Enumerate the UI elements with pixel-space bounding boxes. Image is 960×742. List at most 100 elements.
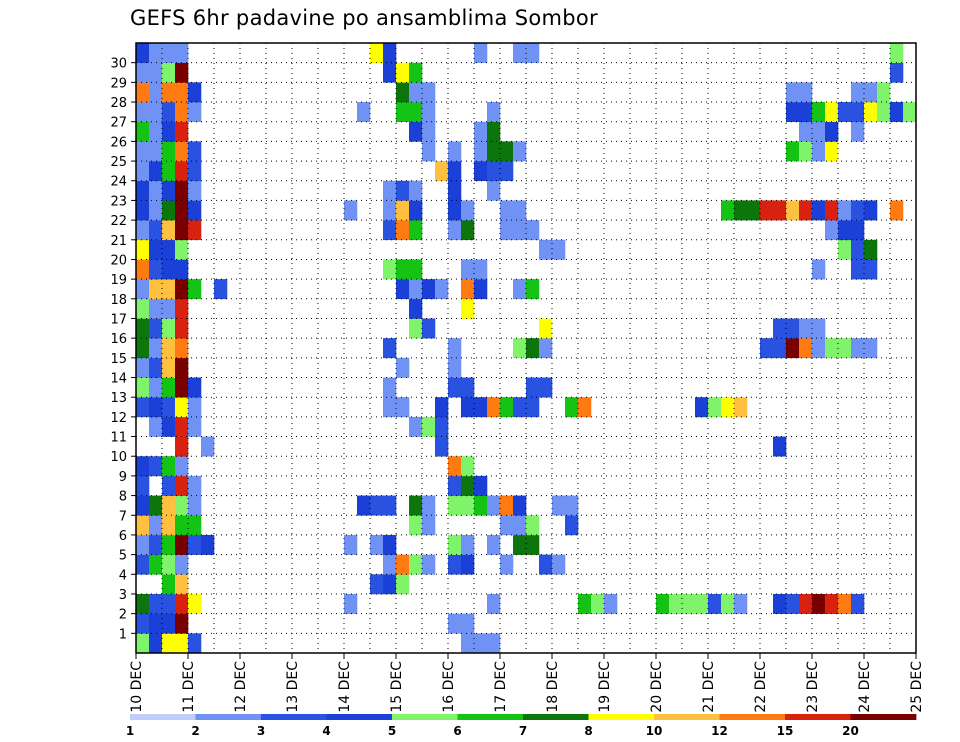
heatmap-cell: [734, 397, 748, 418]
heatmap-cell: [786, 82, 800, 103]
heatmap-cell: [175, 416, 189, 437]
heatmap-cell: [136, 200, 150, 221]
heatmap-cell: [136, 62, 150, 83]
heatmap-cell: [448, 357, 462, 378]
heatmap-cell: [812, 318, 826, 339]
heatmap-cell: [162, 593, 176, 614]
colorbar-segment: [130, 714, 196, 720]
heatmap-cell: [409, 298, 423, 319]
colorbar-label: 10: [646, 724, 663, 738]
heatmap-cell: [474, 495, 488, 516]
heatmap-cell: [162, 338, 176, 359]
x-tick-label: 20 DEC: [649, 661, 665, 713]
colorbar-label: 1: [126, 724, 134, 738]
heatmap-cell: [383, 554, 397, 575]
heatmap-cell: [760, 200, 774, 221]
heatmap-cell: [149, 239, 163, 260]
heatmap-cell: [721, 397, 735, 418]
y-tick-label: 11: [110, 431, 127, 446]
heatmap-cell: [552, 239, 566, 260]
heatmap-cell: [812, 141, 826, 162]
heatmap-cell: [175, 554, 189, 575]
heatmap-cell: [500, 200, 514, 221]
y-tick-label: 28: [110, 96, 127, 111]
y-tick-label: 16: [110, 332, 127, 347]
heatmap-cell: [513, 43, 527, 63]
colorbar-label: 5: [388, 724, 396, 738]
heatmap-cell: [175, 534, 189, 555]
heatmap-cell: [851, 82, 865, 103]
colorbar-segment: [457, 714, 524, 720]
heatmap-cell: [162, 82, 176, 103]
heatmap-cell: [188, 279, 202, 300]
heatmap-cell: [435, 416, 449, 437]
heatmap-cell: [175, 338, 189, 359]
heatmap-cell: [175, 82, 189, 103]
heatmap-cell: [396, 180, 410, 201]
heatmap-cell: [422, 515, 436, 536]
heatmap-cell: [487, 495, 501, 516]
colorbar-label: 3: [257, 724, 265, 738]
heatmap-cell: [500, 515, 514, 536]
heatmap-cell: [175, 515, 189, 536]
heatmap-cell: [435, 279, 449, 300]
heatmap-cell: [175, 279, 189, 300]
heatmap-cell: [565, 397, 579, 418]
heatmap-cell: [669, 593, 683, 614]
heatmap-cell: [162, 357, 176, 378]
heatmap-cell: [825, 102, 839, 123]
heatmap-cell: [526, 220, 540, 241]
heatmap-cell: [903, 102, 917, 123]
heatmap-cell: [162, 43, 176, 63]
heatmap-cell: [136, 318, 150, 339]
heatmap-cell: [162, 121, 176, 142]
heatmap-cell: [864, 239, 878, 260]
heatmap-cell: [136, 338, 150, 359]
heatmap-cell: [448, 200, 462, 221]
y-tick-label: 15: [110, 352, 127, 367]
heatmap-cell: [162, 495, 176, 516]
heatmap-cell: [188, 515, 202, 536]
heatmap-cell: [682, 593, 696, 614]
heatmap-cell: [773, 593, 787, 614]
y-tick-label: 1: [119, 627, 127, 642]
colorbar-label: 15: [777, 724, 794, 738]
heatmap-cell: [188, 180, 202, 201]
heatmap-cell: [578, 397, 592, 418]
heatmap-cell: [149, 554, 163, 575]
x-tick-label: 21 DEC: [701, 661, 717, 713]
heatmap-cell: [396, 62, 410, 83]
heatmap-cell: [851, 259, 865, 280]
heatmap-cell: [435, 397, 449, 418]
y-tick-label: 3: [119, 588, 127, 603]
heatmap-cell: [435, 436, 449, 457]
heatmap-cell: [175, 318, 189, 339]
colorbar-label: 4: [322, 724, 330, 738]
colorbar-segment: [392, 714, 458, 720]
heatmap-cell: [656, 593, 670, 614]
heatmap-cell: [487, 121, 501, 142]
heatmap-cell: [461, 633, 475, 654]
heatmap-cell: [513, 200, 527, 221]
heatmap-cell: [162, 397, 176, 418]
heatmap-cell: [383, 495, 397, 516]
heatmap-cell: [149, 357, 163, 378]
heatmap-cell: [162, 554, 176, 575]
heatmap-cell: [409, 279, 423, 300]
x-tick-label: 22 DEC: [753, 661, 769, 713]
heatmap-cell: [851, 593, 865, 614]
heatmap-cell: [487, 180, 501, 201]
heatmap-cell: [799, 102, 813, 123]
heatmap-cell: [396, 279, 410, 300]
heatmap-cell: [734, 593, 748, 614]
heatmap-cell: [474, 161, 488, 182]
heatmap-cell: [409, 121, 423, 142]
heatmap-cell: [383, 62, 397, 83]
heatmap-cell: [825, 141, 839, 162]
heatmap-cell: [409, 180, 423, 201]
heatmap-cell: [162, 102, 176, 123]
heatmap-cell: [175, 298, 189, 319]
heatmap-cell: [188, 102, 202, 123]
heatmap-cell: [344, 534, 358, 555]
heatmap-cell: [409, 62, 423, 83]
